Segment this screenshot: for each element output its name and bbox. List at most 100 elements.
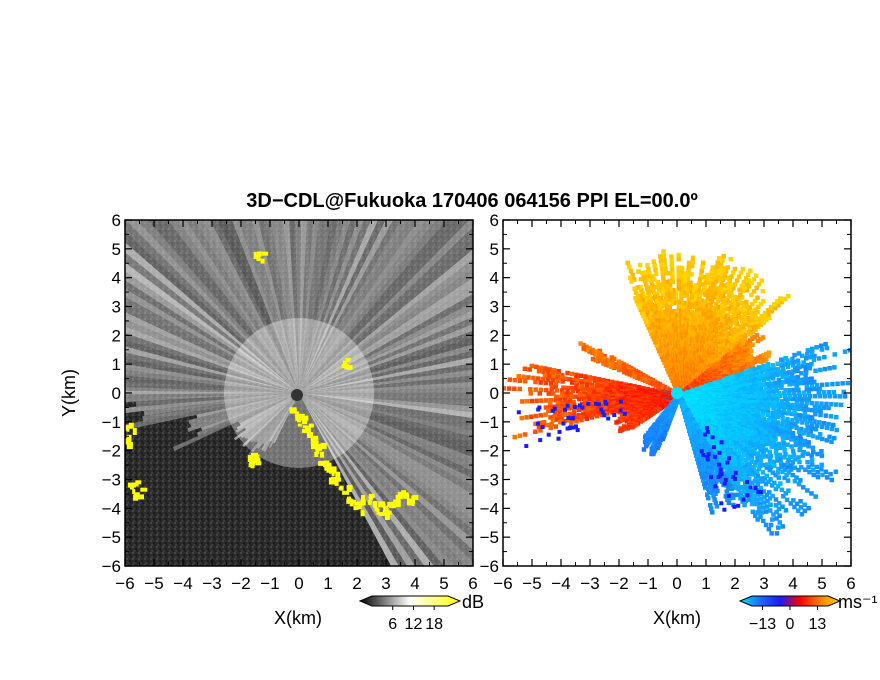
velocity-pixel [723, 316, 728, 321]
velocity-pixel [595, 407, 600, 412]
reflectivity-beam [299, 393, 466, 566]
velocity-pixel [564, 391, 569, 396]
velocity-pixel [756, 304, 761, 309]
velocity-pixel [667, 305, 672, 311]
velocity-pixel [593, 349, 598, 354]
velocity-pixel [727, 286, 732, 291]
velocity-pixel [810, 445, 816, 451]
reflectivity-beam [299, 220, 458, 393]
velocity-pixel [717, 321, 723, 326]
velocity-pixel [794, 384, 799, 389]
velocity-pixel [643, 270, 648, 275]
velocity-pixel [522, 366, 528, 371]
velocity-pixel [805, 414, 811, 419]
velocity-pixel [749, 452, 754, 458]
velocity-pixel [583, 399, 588, 404]
velocity-pixel [706, 280, 711, 286]
strong-echo-pixel [345, 357, 351, 362]
velocity-pixel [662, 258, 667, 263]
velocity-pixel [562, 409, 567, 415]
velocity-pixel [690, 259, 695, 265]
velocity-pixel [548, 425, 553, 431]
velocity-pixel [669, 297, 674, 303]
strong-echo-pixel [329, 466, 337, 474]
velocity-pixel [742, 316, 747, 321]
velocity-pixel [805, 362, 810, 368]
velocity-pixel [775, 404, 780, 409]
velocity-pixel [656, 318, 662, 324]
velocity-pixel [663, 312, 669, 317]
velocity-pixel [799, 400, 805, 405]
velocity-pixel [756, 378, 762, 384]
velocity-pixel [708, 303, 713, 308]
velocity-pixel [588, 394, 593, 399]
velocity-pixel [655, 295, 661, 301]
velocity-pixel [717, 285, 723, 291]
velocity-pixel [641, 313, 646, 319]
velocity-pixel [740, 390, 746, 395]
velocity-pixel [765, 372, 770, 377]
velocity-pixel [648, 288, 654, 294]
velocity-pixel [750, 342, 755, 347]
velocity-pixel [571, 377, 576, 383]
velocity-pixel [686, 301, 691, 306]
velocity-pixel [640, 377, 645, 383]
velocity-pixel [715, 447, 720, 452]
reflectivity-beam [299, 393, 473, 464]
velocity-pixel [697, 315, 702, 321]
velocity-pixel [748, 449, 753, 454]
velocity-pixel [676, 325, 682, 330]
velocity-pixel [534, 364, 539, 370]
reflectivity-beam [256, 393, 299, 443]
reflectivity-beam [202, 220, 299, 393]
velocity-pixel [703, 322, 709, 328]
reflectivity-beam [143, 393, 299, 416]
velocity-pixel [760, 470, 766, 475]
velocity-pixel [706, 300, 712, 305]
velocity-pixel [761, 407, 766, 412]
velocity-pixel [752, 488, 757, 493]
velocity-pixel [733, 326, 738, 331]
velocity-pixel [759, 436, 764, 441]
velocity-pixel [719, 270, 725, 275]
velocity-pixel [804, 400, 810, 406]
velocity-pixel [528, 391, 533, 396]
velocity-pixel [738, 292, 743, 297]
velocity-pixel [690, 263, 695, 269]
velocity-pixel [803, 467, 808, 472]
velocity-pixel [726, 306, 731, 311]
velocity-pixel [826, 390, 831, 395]
velocity-pixel [633, 290, 639, 295]
velocity-pixel [548, 398, 554, 403]
velocity-pixel [782, 296, 788, 302]
reflectivity-ylabel: Y(km) [59, 369, 79, 417]
velocity-pixel [720, 317, 725, 323]
velocity-pixel [595, 353, 601, 358]
x-tick-label: −6 [115, 574, 134, 593]
velocity-pixel [654, 343, 659, 348]
velocity-pixel [584, 384, 590, 389]
velocity-pixel [806, 464, 811, 470]
velocity-pixel [681, 300, 686, 306]
x-tick-label: −5 [144, 574, 163, 593]
velocity-pixel [750, 431, 755, 436]
velocity-pixel [764, 438, 769, 443]
reflectivity-beam [299, 337, 473, 393]
velocity-pixel [748, 268, 753, 274]
velocity-pixel [817, 393, 823, 399]
velocity-pixel [704, 298, 709, 304]
strong-echo-pixel [255, 461, 262, 466]
velocity-pixel [761, 489, 767, 494]
velocity-pixel [546, 370, 551, 375]
velocity-pixel [781, 379, 786, 385]
velocity-pixel [555, 404, 561, 409]
velocity-pixel [669, 254, 674, 259]
velocity-pixel [769, 381, 774, 386]
velocity-pixel [801, 407, 806, 412]
velocity-pixel [579, 415, 584, 420]
velocity-pixel [638, 293, 643, 299]
velocity-pixel [684, 288, 690, 294]
reflectivity-beam [299, 220, 308, 393]
velocity-pixel [747, 497, 752, 503]
velocity-pixel [742, 285, 747, 290]
